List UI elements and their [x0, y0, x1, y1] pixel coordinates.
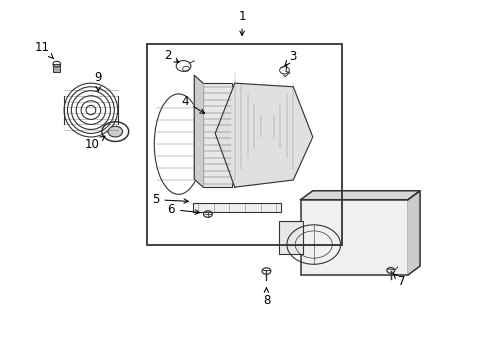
Text: 4: 4: [181, 95, 204, 113]
Text: 10: 10: [85, 136, 105, 151]
Text: 1: 1: [238, 10, 245, 36]
Bar: [278, 221, 303, 253]
Text: 5: 5: [152, 193, 188, 206]
Ellipse shape: [108, 126, 122, 137]
Text: 8: 8: [262, 288, 269, 307]
Bar: [193, 203, 281, 212]
Text: 7: 7: [392, 273, 405, 288]
Polygon shape: [407, 191, 419, 275]
Text: 9: 9: [94, 71, 102, 91]
Text: 2: 2: [163, 49, 179, 62]
Polygon shape: [194, 75, 203, 187]
Bar: [147, 44, 341, 244]
Polygon shape: [300, 191, 419, 200]
Bar: [300, 200, 407, 275]
Bar: [203, 83, 232, 187]
Bar: [53, 64, 60, 72]
Text: 6: 6: [167, 203, 199, 216]
Text: 11: 11: [35, 41, 53, 59]
Polygon shape: [215, 83, 312, 187]
Bar: [53, 64, 60, 72]
Text: 3: 3: [284, 50, 296, 66]
